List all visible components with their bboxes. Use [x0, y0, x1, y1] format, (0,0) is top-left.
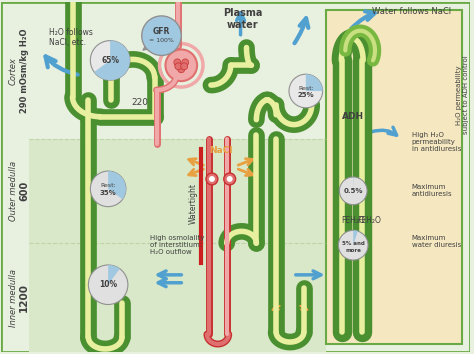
Circle shape — [91, 41, 130, 80]
Circle shape — [174, 59, 181, 66]
Text: ADH: ADH — [342, 112, 365, 121]
Text: Rest:: Rest: — [298, 86, 314, 91]
Text: 0.5%: 0.5% — [344, 188, 363, 194]
Text: GFR: GFR — [153, 27, 170, 36]
Text: Inner medulla: Inner medulla — [9, 269, 18, 327]
Text: more: more — [345, 248, 361, 253]
Text: Rest:: Rest: — [100, 183, 116, 188]
Circle shape — [165, 50, 197, 81]
Text: High osmolality
of interstitium:
H₂O outflow: High osmolality of interstitium: H₂O out… — [150, 235, 204, 255]
Circle shape — [227, 176, 233, 182]
Text: H₂O permeability
subject to ADH control: H₂O permeability subject to ADH control — [456, 56, 469, 135]
Text: NaCl: NaCl — [209, 146, 233, 155]
Circle shape — [289, 74, 323, 108]
Text: 25%: 25% — [298, 92, 314, 98]
Text: FEH₂O: FEH₂O — [341, 216, 365, 225]
Circle shape — [224, 173, 236, 185]
Text: Water follows NaCl: Water follows NaCl — [372, 7, 451, 16]
Text: H₂O follows
NaCl, etc.: H₂O follows NaCl, etc. — [49, 28, 93, 47]
Circle shape — [88, 265, 128, 304]
Circle shape — [175, 63, 182, 70]
Text: 220: 220 — [131, 98, 148, 107]
Text: 65%: 65% — [101, 56, 119, 65]
Wedge shape — [108, 265, 120, 285]
Text: = 100%: = 100% — [149, 38, 174, 43]
Text: 5% and: 5% and — [342, 241, 365, 246]
Circle shape — [142, 16, 181, 56]
Text: Cortex: Cortex — [9, 57, 18, 85]
Text: Maximum
water diuresis: Maximum water diuresis — [411, 235, 461, 248]
Text: Outer medulla: Outer medulla — [9, 161, 18, 221]
Wedge shape — [108, 171, 126, 199]
Circle shape — [339, 177, 367, 205]
Bar — [29, 139, 326, 352]
Text: Plasma
water: Plasma water — [223, 8, 262, 30]
Text: 290 mOsm/kg H₂O: 290 mOsm/kg H₂O — [19, 29, 28, 113]
Circle shape — [338, 230, 368, 260]
Circle shape — [182, 59, 189, 66]
Text: High H₂O
permeability
in antidiuresis: High H₂O permeability in antidiuresis — [411, 132, 461, 153]
Text: Maximum
antidiuresis: Maximum antidiuresis — [411, 184, 452, 197]
Circle shape — [209, 176, 215, 182]
Wedge shape — [94, 41, 130, 80]
Circle shape — [181, 63, 188, 70]
Text: 1200: 1200 — [19, 283, 29, 312]
Circle shape — [178, 66, 185, 73]
Wedge shape — [353, 230, 358, 245]
Text: Watertight: Watertight — [189, 183, 198, 224]
Text: 10%: 10% — [99, 280, 117, 289]
Wedge shape — [306, 74, 323, 91]
Circle shape — [206, 173, 218, 185]
Text: FEH₂O: FEH₂O — [357, 216, 381, 225]
Text: 35%: 35% — [100, 190, 117, 196]
Circle shape — [91, 171, 126, 207]
Text: 600: 600 — [19, 181, 29, 201]
Bar — [326, 10, 462, 344]
